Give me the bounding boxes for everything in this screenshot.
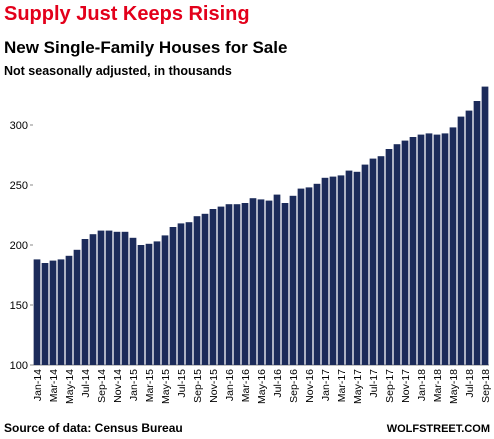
- chart-title: Supply Just Keeps Rising: [4, 3, 250, 25]
- chart-note: Not seasonally adjusted, in thousands: [4, 64, 232, 78]
- bar: [361, 164, 369, 365]
- bar: [57, 259, 65, 365]
- y-tick-label: 150: [10, 300, 28, 312]
- bar: [289, 195, 297, 365]
- bar: [73, 249, 81, 365]
- bar: [41, 263, 49, 365]
- bar: [145, 243, 153, 365]
- x-tick-label: Nov-14: [112, 369, 124, 403]
- bar: [281, 203, 289, 365]
- x-tick-label: Sep-16: [288, 369, 300, 403]
- bar: [193, 216, 201, 365]
- x-tick-label: Sep-15: [192, 369, 204, 403]
- y-tick-label: 300: [10, 120, 28, 132]
- x-tick-label: Nov-16: [304, 369, 316, 403]
- bar: [273, 194, 281, 365]
- bar: [481, 86, 489, 365]
- chart-subtitle: New Single-Family Houses for Sale: [4, 38, 287, 57]
- bar: [441, 133, 449, 365]
- x-tick-label: May-15: [160, 369, 172, 404]
- bar: [425, 133, 433, 365]
- bar: [385, 149, 393, 365]
- x-tick-label: May-16: [256, 369, 268, 404]
- bar: [137, 245, 145, 365]
- x-tick-label: Mar-18: [432, 369, 444, 402]
- bar: [353, 171, 361, 365]
- x-tick-label: Mar-16: [240, 369, 252, 402]
- bar: [185, 222, 193, 365]
- x-tick-label: Jan-16: [224, 369, 236, 401]
- bar: [457, 116, 465, 365]
- bar: [97, 230, 105, 365]
- bar: [329, 176, 337, 365]
- bar: [433, 134, 441, 365]
- x-tick-label: Jul-18: [464, 369, 476, 398]
- y-tick-label: 250: [10, 180, 28, 192]
- bar: [257, 199, 265, 365]
- bar: [225, 204, 233, 365]
- bar: [177, 223, 185, 365]
- bar: [129, 237, 137, 365]
- bar: [209, 209, 217, 365]
- bar: [417, 134, 425, 365]
- y-tick-label: 100: [10, 360, 28, 372]
- credit: WOLFSTREET.COM: [387, 423, 490, 435]
- bar: [33, 259, 41, 365]
- x-tick-label: Jul-15: [176, 369, 188, 398]
- x-tick-label: Jan-15: [128, 369, 140, 401]
- bar: [449, 127, 457, 366]
- bar: [337, 175, 345, 365]
- bar: [49, 260, 57, 365]
- bar: [409, 137, 417, 365]
- bar: [473, 101, 481, 365]
- bar: [161, 235, 169, 365]
- source: Source of data: Census Bureau: [4, 421, 183, 435]
- x-tick-label: Sep-17: [384, 369, 396, 403]
- x-tick-label: Jul-14: [80, 369, 92, 398]
- bar: [113, 231, 121, 365]
- bar: [393, 144, 401, 365]
- bar: [153, 241, 161, 365]
- x-tick-label: May-17: [352, 369, 364, 404]
- bar: [321, 177, 329, 365]
- x-tick-label: Jul-17: [368, 369, 380, 398]
- bar: [121, 231, 129, 365]
- bar: [313, 183, 321, 365]
- x-tick-label: Sep-14: [96, 369, 108, 403]
- bar: [233, 204, 241, 365]
- x-tick-label: Jan-18: [416, 369, 428, 401]
- bar: [65, 255, 73, 365]
- bar: [217, 206, 225, 365]
- bar: [241, 203, 249, 365]
- bar: [345, 170, 353, 365]
- x-tick-label: Jan-14: [32, 369, 44, 401]
- y-tick-label: 200: [10, 240, 28, 252]
- bar: [201, 213, 209, 365]
- bar: [305, 187, 313, 365]
- bar: [401, 140, 409, 365]
- x-tick-label: Nov-17: [400, 369, 412, 403]
- x-tick-label: Mar-15: [144, 369, 156, 402]
- bar: [465, 110, 473, 365]
- bar: [249, 198, 257, 365]
- x-tick-label: Jan-17: [320, 369, 332, 401]
- bar: [89, 234, 97, 365]
- bar: [297, 188, 305, 365]
- x-tick-label: May-14: [64, 369, 76, 404]
- bar: [105, 230, 113, 365]
- x-tick-label: Mar-17: [336, 369, 348, 402]
- bar: [169, 227, 177, 365]
- bar: [81, 239, 89, 365]
- x-tick-label: Nov-15: [208, 369, 220, 403]
- x-tick-label: Mar-14: [48, 369, 60, 402]
- bar: [369, 158, 377, 365]
- x-tick-label: Jul-16: [272, 369, 284, 398]
- x-tick-label: May-18: [448, 369, 460, 404]
- x-tick-label: Sep-18: [480, 369, 492, 403]
- bar: [265, 200, 273, 365]
- bar: [377, 156, 385, 365]
